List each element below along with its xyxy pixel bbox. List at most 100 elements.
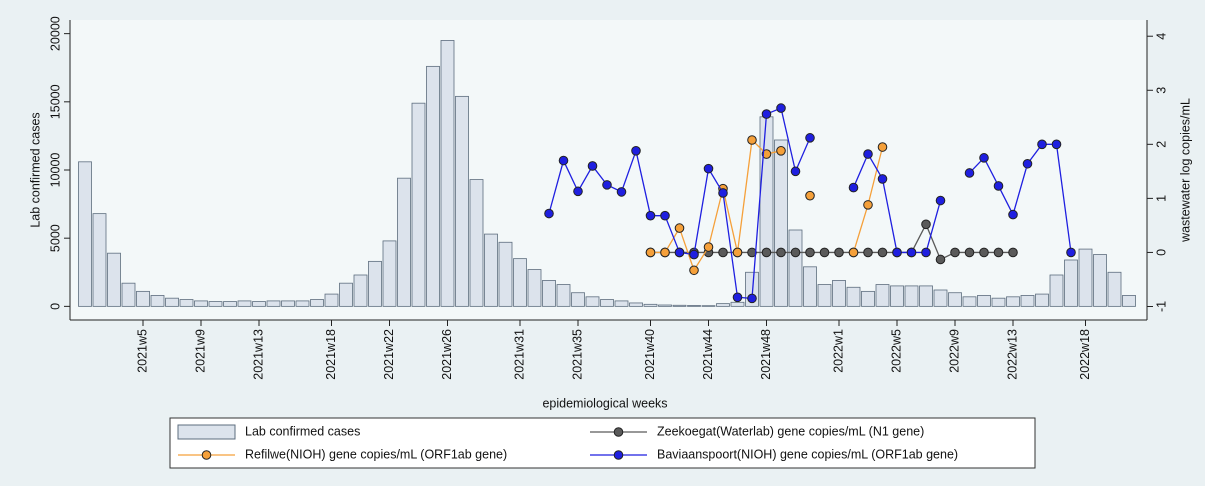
bar (629, 302, 643, 307)
bar (208, 301, 223, 307)
series-point (689, 265, 699, 276)
bar (78, 161, 92, 307)
series-point (558, 155, 569, 166)
y2-tick-label: -1 (1154, 301, 1168, 312)
series-point (935, 195, 946, 206)
x-tick-label: 2022w5 (889, 329, 903, 373)
bar (107, 252, 121, 307)
series-point (674, 247, 685, 258)
series-point (921, 219, 931, 230)
bar (1107, 271, 1122, 307)
series-point (993, 181, 1004, 191)
series-point (848, 247, 859, 258)
bar (774, 139, 788, 307)
x-tick-label: 2021w31 (512, 329, 526, 380)
bar (672, 304, 687, 307)
series-point (645, 247, 656, 258)
legend-box (169, 417, 1036, 469)
y-tick-label: 0 (48, 303, 62, 310)
y-tick-label: 10000 (48, 153, 62, 188)
bar (875, 284, 890, 307)
x-tick-label: 2021w48 (759, 329, 773, 380)
series-point (921, 247, 931, 258)
series-point (689, 249, 699, 260)
bar (237, 300, 252, 307)
x-tick-label: 2021w35 (570, 329, 584, 380)
series-point (877, 142, 888, 152)
bar (542, 280, 556, 307)
series-point (732, 292, 743, 303)
bar (556, 284, 571, 307)
x-tick-label: 2021w40 (643, 329, 657, 380)
plot-area (70, 20, 1147, 320)
series-point (660, 210, 670, 221)
bar (179, 299, 194, 307)
bar (440, 40, 455, 307)
series-point (906, 247, 917, 258)
series-point (703, 163, 714, 174)
series-point (964, 168, 975, 178)
legend-swatch (177, 424, 236, 440)
bar (527, 269, 542, 307)
bar (165, 297, 179, 307)
bar (498, 241, 513, 307)
series-point (776, 247, 786, 258)
legend-label: Baviaanspoort(NIOH) gene copies/mL (ORF1… (657, 447, 958, 461)
series-point (979, 247, 989, 258)
legend-swatch (201, 450, 212, 460)
x-tick-label: 2021w44 (701, 329, 715, 380)
series-point (848, 182, 859, 193)
bar (759, 116, 774, 307)
x-tick-label: 2021w13 (251, 329, 265, 380)
series-point (631, 146, 641, 156)
legend-label: Lab confirmed cases (245, 424, 360, 438)
bar (353, 274, 368, 307)
bar (150, 295, 165, 307)
bar (1064, 259, 1078, 307)
bar (136, 290, 150, 307)
bar (1035, 293, 1049, 307)
legend-swatch (613, 427, 624, 437)
series-point (660, 247, 670, 258)
x-tick-label: 2021w9 (193, 329, 207, 373)
series-point (805, 190, 815, 201)
x-tick-label: 2021w18 (324, 329, 338, 380)
series-point (805, 247, 815, 258)
bar (1093, 254, 1107, 307)
series-point (877, 174, 888, 184)
y-tick-label: 5000 (48, 224, 62, 252)
series-point (805, 133, 815, 143)
series-point (1022, 158, 1033, 169)
series-point (892, 247, 902, 258)
bar (933, 289, 948, 307)
series-point (863, 200, 873, 210)
y2-tick-label: 4 (1154, 33, 1168, 40)
legend-label: Zeekoegat(Waterlab) gene copies/mL (N1 g… (657, 424, 924, 438)
x-tick-label: 2021w22 (382, 329, 396, 380)
series-point (718, 247, 728, 258)
bar (803, 266, 817, 307)
series-point (1008, 209, 1018, 220)
bar (484, 233, 498, 307)
bar (266, 300, 281, 307)
series-point (544, 208, 554, 219)
x-tick-label: 2022w18 (1078, 329, 1092, 380)
bar (977, 295, 991, 307)
x-tick-label: 2021w5 (135, 329, 149, 373)
series-point (863, 149, 873, 159)
bar (614, 300, 629, 307)
series-point (761, 149, 772, 159)
y2-axis-title: wastewater log copies/mL (1178, 98, 1192, 243)
bar (397, 177, 411, 307)
series-point (1008, 247, 1018, 258)
x-tick-label: 2022w13 (1005, 329, 1019, 380)
series-point (703, 242, 714, 252)
bar (1078, 248, 1093, 307)
bar (281, 300, 295, 307)
bar (469, 179, 484, 307)
bar (817, 284, 832, 307)
series-point (674, 223, 685, 233)
bar (643, 303, 658, 307)
legend-swatch (613, 450, 624, 460)
